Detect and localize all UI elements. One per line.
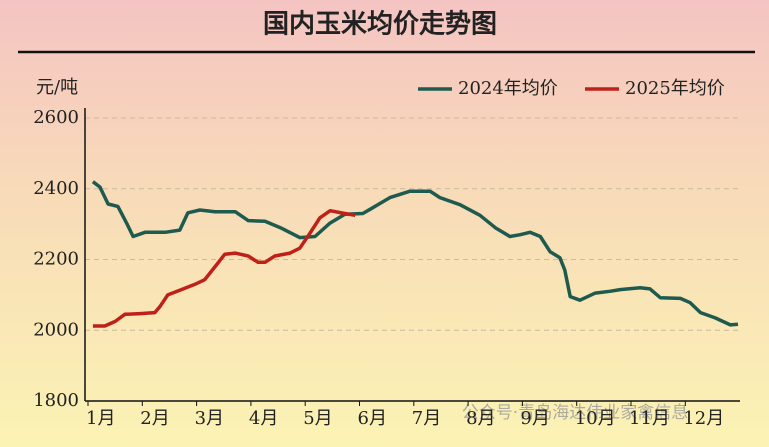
- x-tick-label: 11月: [629, 408, 670, 429]
- x-tick-label: 6月: [358, 408, 387, 429]
- legend-label: 2025年均价: [625, 78, 725, 99]
- y-tick-label: 2600: [33, 107, 79, 128]
- x-tick-label: 12月: [683, 408, 724, 429]
- y-tick-label: 2200: [33, 249, 79, 270]
- y-tick-label: 1800: [33, 390, 79, 411]
- y-tick-label: 2400: [33, 178, 79, 199]
- y-tick-label: 2000: [33, 319, 79, 340]
- chart-title: 国内玉米均价走势图: [263, 10, 497, 40]
- x-tick-label: 9月: [520, 408, 549, 429]
- x-tick-label: 1月: [86, 408, 115, 429]
- x-tick-label: 3月: [195, 408, 224, 429]
- x-tick-label: 8月: [466, 408, 495, 429]
- line-series: [91, 180, 739, 327]
- x-tick-label: 4月: [249, 408, 278, 429]
- line-series: [92, 208, 356, 328]
- x-tick-label: 2月: [140, 408, 169, 429]
- y-axis-label: 元/吨: [36, 77, 78, 98]
- x-tick-label: 5月: [303, 408, 332, 429]
- x-tick-label: 7月: [412, 408, 441, 429]
- watermark: 公众号·青岛海达伟业家禽信息: [462, 403, 688, 423]
- x-tick-label: 10月: [575, 408, 616, 429]
- legend-label: 2024年均价: [458, 78, 558, 99]
